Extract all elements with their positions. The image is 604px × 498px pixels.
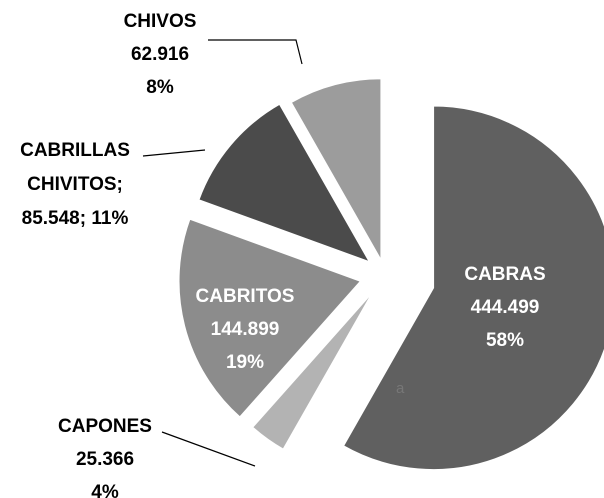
pie-slice (197, 102, 372, 264)
percent-label: 4% (91, 482, 119, 498)
pie-slice (342, 105, 604, 471)
value-label: 85.548; (21, 208, 87, 229)
category-label: CABRITOS (195, 286, 295, 307)
slice-label: CABRILLAS CHIVITOS; 85.548; 11% (0, 134, 150, 236)
value-label: 25.366 (75, 449, 135, 470)
percent-label: 8% (146, 77, 174, 98)
value-line: 85.548; 11% (0, 202, 150, 236)
leader-line (142, 149, 206, 157)
value-label: 144.899 (210, 319, 280, 340)
leader-line (208, 39, 303, 65)
slice-label: CABRITOS 144.899 19% (170, 280, 320, 379)
slice-label: CABRAS 444.499 58% (445, 258, 565, 357)
category-label: CHIVOS (123, 11, 197, 32)
percent-label: 58% (485, 330, 525, 351)
pie-slice (290, 77, 382, 264)
value-label: 444.499 (470, 297, 540, 318)
value-label: 62.916 (130, 44, 190, 65)
slice-label: CHIVOS 62.916 8% (100, 5, 220, 104)
category-label: CABRAS (464, 264, 546, 285)
leader-line (161, 431, 256, 467)
category-label: CAPONES (58, 416, 152, 437)
annotation: a (396, 380, 405, 397)
category-label: CABRILLAS CHIVITOS; (20, 140, 130, 195)
pie-slice (251, 290, 374, 451)
percent-label: 19% (225, 352, 265, 373)
pie-slice (178, 218, 363, 419)
percent-label: 11% (91, 208, 129, 229)
slice-label: CAPONES 25.366 4% (40, 410, 170, 498)
